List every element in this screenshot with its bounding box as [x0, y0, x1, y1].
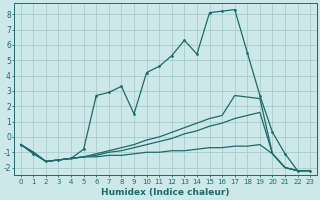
- X-axis label: Humidex (Indice chaleur): Humidex (Indice chaleur): [101, 188, 230, 197]
